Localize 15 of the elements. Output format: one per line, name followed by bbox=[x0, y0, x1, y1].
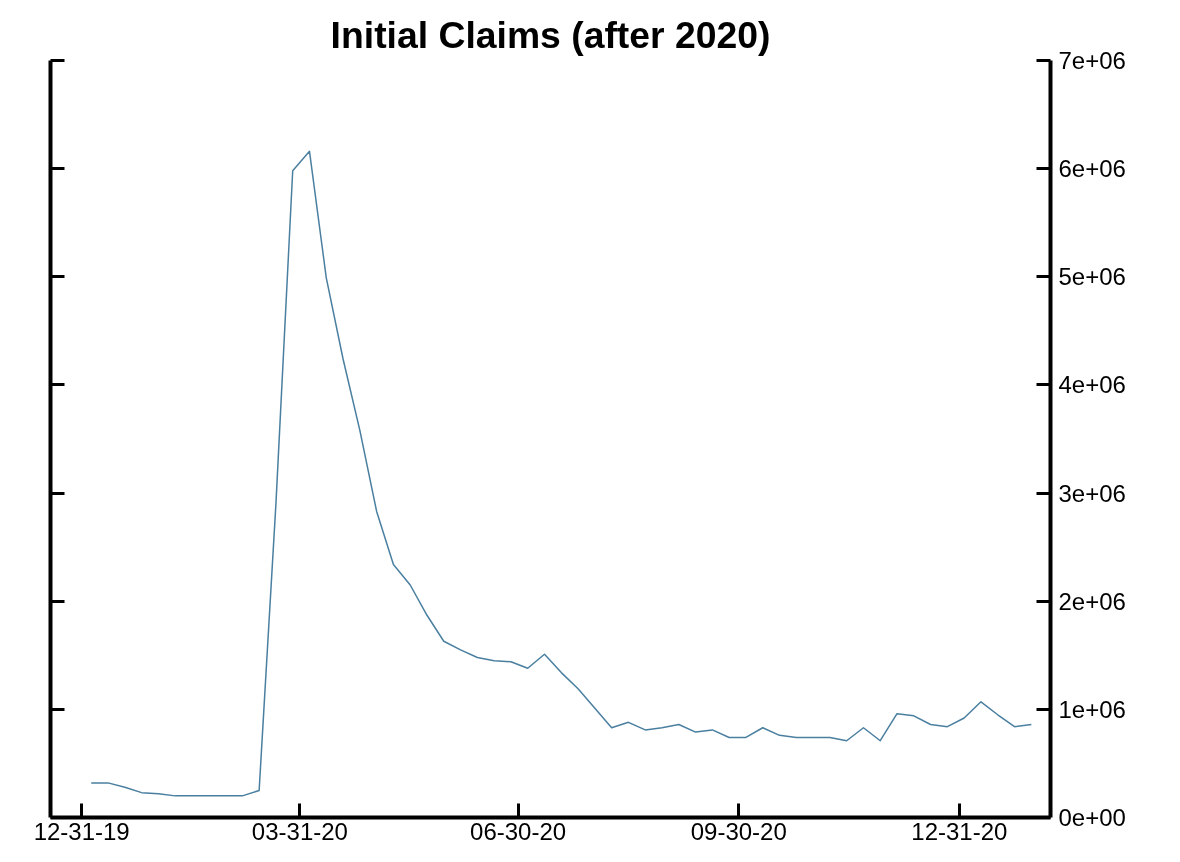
y-tick-label: 4e+06 bbox=[1058, 371, 1126, 399]
y-tick-label: 3e+06 bbox=[1058, 479, 1126, 507]
x-tick-label: 09-30-20 bbox=[690, 817, 787, 845]
y-tick-label: 6e+06 bbox=[1058, 155, 1126, 183]
x-tick-label: 03-31-20 bbox=[251, 817, 348, 845]
y-tick-label: 0e+00 bbox=[1058, 804, 1126, 831]
y-tick-label: 7e+06 bbox=[1058, 47, 1126, 74]
chart-title: Initial Claims (after 2020) bbox=[330, 13, 771, 56]
x-tick-label: 12-31-20 bbox=[911, 817, 1008, 845]
y-tick-label: 2e+06 bbox=[1058, 587, 1126, 615]
y-tick-label: 1e+06 bbox=[1058, 695, 1126, 723]
y-tick-label: 5e+06 bbox=[1058, 263, 1126, 291]
x-tick-label: 06-30-20 bbox=[470, 817, 567, 845]
line-series bbox=[90, 150, 1033, 797]
x-tick-label: 12-31-19 bbox=[33, 817, 130, 845]
